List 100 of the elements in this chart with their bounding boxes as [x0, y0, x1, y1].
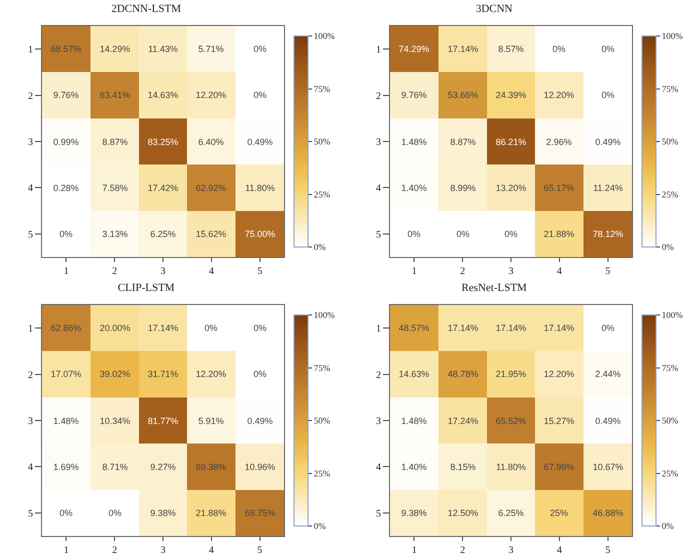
- data-label: 68.75%: [244, 508, 276, 518]
- data-label: 6.40%: [198, 137, 224, 148]
- data-label: 48.78%: [448, 369, 478, 380]
- x-tick-label: 1: [64, 266, 69, 277]
- data-label: 69.38%: [196, 462, 226, 472]
- color-bar-label: 0%: [662, 242, 674, 252]
- y-tick-label: 4: [376, 183, 381, 194]
- data-label: 8.71%: [102, 462, 128, 472]
- data-label: 75.00%: [244, 229, 276, 240]
- data-label: 12.20%: [196, 369, 226, 380]
- data-label: 2.96%: [546, 137, 572, 148]
- data-label: 0%: [108, 508, 122, 518]
- data-label: 7.58%: [102, 183, 128, 194]
- x-tick-label: 2: [112, 545, 118, 556]
- data-label: 0.28%: [53, 183, 79, 194]
- color-bar-label: 0%: [662, 521, 674, 532]
- data-label: 17.14%: [448, 323, 478, 334]
- data-label: 0.49%: [595, 416, 621, 426]
- y-tick-label: 2: [28, 90, 33, 102]
- y-tick-label: 3: [28, 137, 33, 148]
- data-label: 8.57%: [498, 44, 524, 54]
- data-label: 48.57%: [398, 323, 430, 334]
- data-label: 1.69%: [53, 462, 79, 472]
- data-label: 1.48%: [401, 416, 427, 426]
- color-bar-label: 50%: [314, 136, 331, 147]
- data-label: 1.48%: [401, 137, 427, 148]
- x-tick-label: 5: [605, 545, 610, 556]
- data-label: 17.24%: [448, 416, 478, 426]
- data-label: 15.62%: [196, 229, 226, 240]
- x-tick-label: 4: [208, 266, 214, 277]
- data-label: 83.25%: [148, 137, 178, 148]
- data-label: 0%: [253, 44, 267, 54]
- y-tick-label: 3: [376, 416, 381, 427]
- data-label: 17.14%: [544, 323, 574, 334]
- data-label: 1.40%: [401, 462, 427, 472]
- color-bar-label: 100%: [662, 31, 684, 42]
- data-label: 0%: [504, 229, 518, 240]
- x-tick-label: 5: [605, 266, 610, 277]
- data-label: 1.40%: [401, 183, 427, 194]
- y-tick-label: 1: [28, 324, 33, 335]
- data-label: 0%: [253, 323, 267, 334]
- x-tick-label: 1: [64, 545, 69, 556]
- data-label: 11.80%: [496, 462, 526, 472]
- y-tick-label: 2: [376, 90, 381, 102]
- color-bar-label: 75%: [314, 362, 331, 373]
- data-label: 2.44%: [595, 369, 621, 380]
- y-tick-label: 5: [28, 508, 33, 520]
- data-label: 10.34%: [100, 416, 130, 426]
- data-label: 15.27%: [544, 416, 574, 426]
- data-label: 65.17%: [544, 183, 574, 194]
- data-label: 20.00%: [100, 323, 130, 334]
- y-tick-label: 4: [376, 462, 381, 474]
- data-label: 0%: [601, 323, 615, 334]
- data-label: 0%: [407, 229, 421, 240]
- data-label: 11.43%: [148, 44, 178, 54]
- color-bar-label: 0%: [314, 521, 326, 532]
- data-label: 1.48%: [53, 416, 79, 426]
- data-label: 0%: [59, 508, 73, 518]
- color-bar-label: 25%: [662, 189, 679, 200]
- data-label: 65.52%: [496, 416, 526, 426]
- y-tick-label: 1: [376, 324, 381, 335]
- data-label: 46.88%: [592, 508, 624, 518]
- x-tick-label: 5: [257, 266, 262, 277]
- x-tick-label: 3: [160, 266, 166, 277]
- data-label: 24.39%: [496, 90, 526, 100]
- data-label: 11.24%: [593, 183, 623, 194]
- data-label: 8.99%: [450, 183, 476, 194]
- x-tick-label: 3: [508, 266, 514, 277]
- data-label: 0.49%: [595, 137, 621, 148]
- data-label: 11.80%: [245, 183, 275, 194]
- chart-title: ResNet-LSTM: [461, 282, 528, 294]
- data-label: 0%: [253, 369, 267, 380]
- data-label: 9.76%: [401, 90, 427, 100]
- color-bar-label: 75%: [314, 84, 331, 94]
- y-tick-label: 4: [28, 462, 33, 474]
- data-label: 62.92%: [196, 183, 226, 194]
- data-label: 17.14%: [496, 323, 526, 334]
- data-label: 9.27%: [150, 462, 176, 472]
- data-label: 9.38%: [150, 508, 176, 518]
- color-bar-label: 25%: [314, 468, 331, 478]
- x-tick-label: 4: [208, 545, 214, 556]
- x-tick-label: 1: [412, 545, 417, 556]
- data-label: 0%: [59, 229, 73, 240]
- data-label: 5.91%: [198, 416, 224, 426]
- y-tick-label: 3: [376, 137, 381, 148]
- color-bar-label: 100%: [314, 31, 336, 42]
- data-label: 63.41%: [100, 90, 130, 100]
- data-label: 6.25%: [498, 508, 524, 518]
- data-label: 31.71%: [148, 369, 178, 380]
- color-bar-label: 0%: [314, 242, 326, 252]
- x-tick-label: 2: [460, 545, 466, 556]
- chart-title: 2DCNN-LSTM: [111, 2, 182, 15]
- data-label: 0%: [601, 44, 615, 54]
- y-tick-label: 4: [28, 183, 33, 194]
- data-label: 67.98%: [544, 462, 574, 472]
- color-bar-label: 75%: [662, 84, 679, 94]
- data-label: 78.12%: [592, 229, 624, 240]
- data-label: 0%: [552, 44, 566, 54]
- y-tick-label: 1: [376, 44, 381, 56]
- data-label: 13.20%: [496, 183, 526, 194]
